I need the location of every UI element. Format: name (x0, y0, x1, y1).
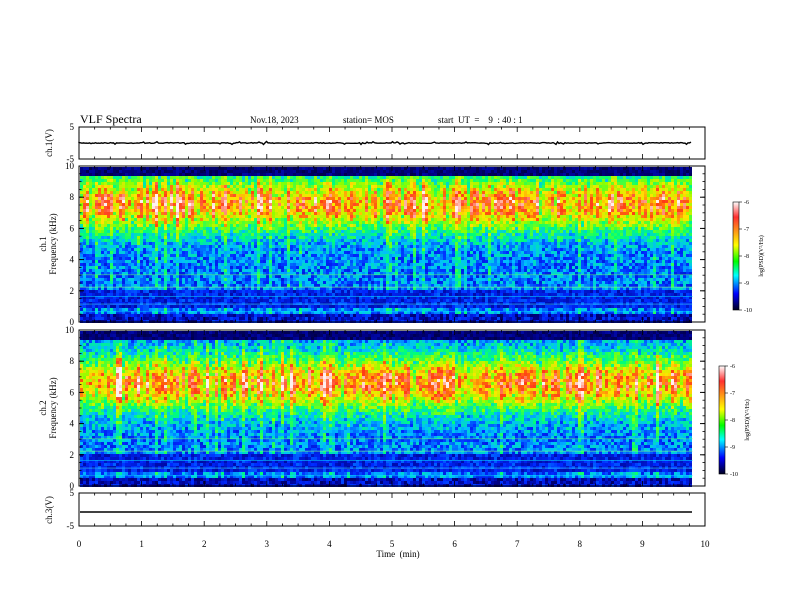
ch3-waveform-ylabel: ch.3(V) (44, 496, 54, 524)
x-tick-label: 10 (701, 539, 711, 549)
x-tick-label: 6 (452, 539, 457, 549)
x-tick-label: 2 (202, 539, 207, 549)
x-tick-label: 9 (640, 539, 645, 549)
ch1-spectrogram-ylabel-frequency: Frequency (kHz) (48, 213, 58, 274)
ch2-spectrogram-plot (79, 331, 705, 487)
y-tick-label: 2 (70, 450, 75, 460)
y-tick-label: 6 (70, 387, 75, 397)
colorbar-tick-label: -8 (744, 254, 749, 260)
y-tick-label: 8 (70, 192, 75, 202)
colorbar-tick-label: -10 (744, 308, 752, 314)
start-time-label: start UT = 9 : 40 : 1 (438, 115, 523, 125)
vlf-figure: VLF Spectra Nov.18, 2023 station= MOS st… (0, 0, 792, 612)
ch2-colorbar-label: log(PSD)(V²/Hz) (744, 399, 751, 440)
ch1-waveform-ylabel: ch.1(V) (44, 129, 54, 157)
x-tick-label: 3 (265, 539, 270, 549)
y-tick-label: 8 (70, 356, 75, 366)
y-tick-label: 5 (70, 122, 75, 132)
colorbar-tick-label: -9 (730, 445, 735, 451)
x-tick-label: 7 (515, 539, 520, 549)
x-tick-label: 1 (139, 539, 144, 549)
ch2-spectrogram-ylabel-channel: ch.2 (38, 400, 48, 415)
y-tick-label: 10 (65, 325, 75, 335)
y-tick-label: 6 (70, 223, 75, 233)
ch1-waveform-line (79, 142, 691, 145)
station-label: station= MOS (343, 115, 394, 125)
figure-title: VLF Spectra (80, 112, 142, 126)
time-axis-label: Time (min) (376, 549, 419, 559)
ch2-colorbar: -6 -7 -8 -9 -10 log(PSD)(V²/Hz) (719, 364, 751, 478)
y-tick-label: 10 (65, 161, 75, 171)
colorbar-tick-label: -6 (744, 200, 749, 206)
ch1-spectrogram-ylabel-channel: ch.1 (38, 236, 48, 251)
colorbar-tick-label: -7 (730, 391, 735, 397)
ch1-spectrogram-plot (79, 167, 705, 323)
colorbar-tick-label: -9 (744, 281, 749, 287)
colorbar-tick-label: -7 (744, 227, 749, 233)
colorbar-tick-label: -6 (730, 364, 735, 370)
x-tick-label: 5 (390, 539, 395, 549)
date-label: Nov.18, 2023 (250, 115, 299, 125)
x-tick-label: 8 (578, 539, 583, 549)
y-tick-label: 2 (70, 286, 75, 296)
y-tick-label: -5 (67, 521, 75, 531)
x-tick-label: 0 (77, 539, 82, 549)
colorbar-tick-label: -10 (730, 472, 738, 478)
colorbar-tick-label: -8 (730, 418, 735, 424)
y-tick-label: 5 (70, 488, 75, 498)
y-tick-label: 4 (70, 419, 75, 429)
x-tick-label: 4 (327, 539, 332, 549)
ch2-spectrogram-ylabel-frequency: Frequency (kHz) (48, 377, 58, 438)
y-tick-label: 4 (70, 255, 75, 265)
ch1-colorbar: -6 -7 -8 -9 -10 log(PSD)(V²/Hz) (733, 200, 765, 314)
ch1-colorbar-label: log(PSD)(V²/Hz) (758, 235, 765, 276)
